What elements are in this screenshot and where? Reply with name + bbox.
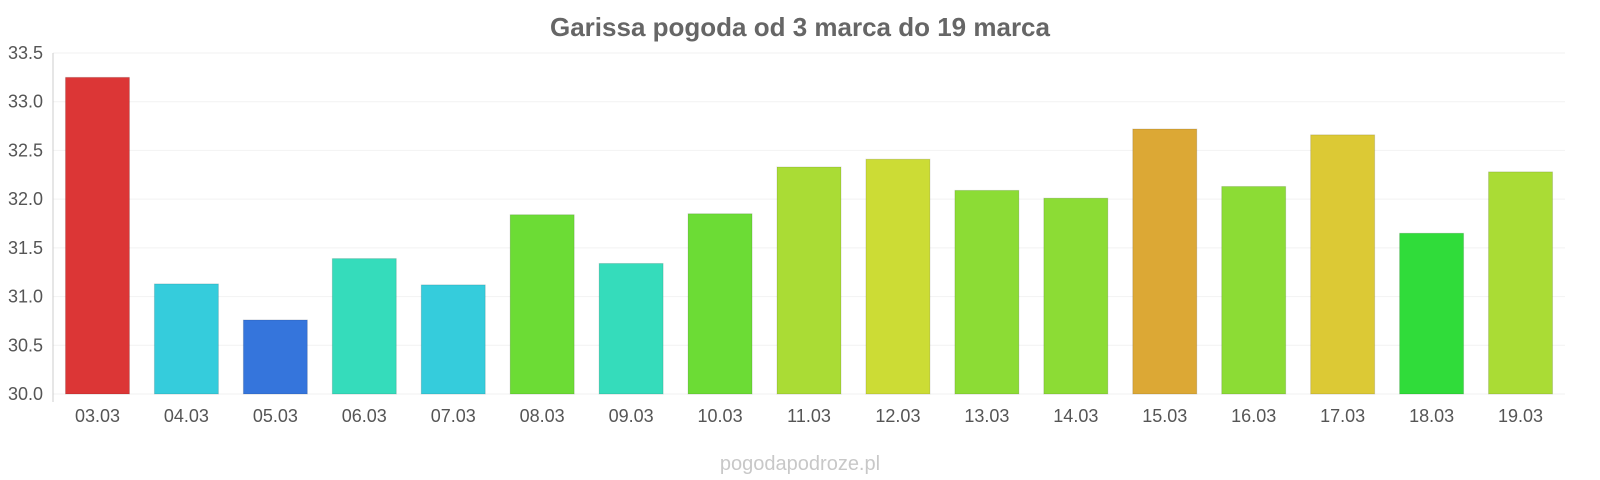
bar-10.03[interactable] [687, 213, 753, 395]
y-tick-label: 31.0 [8, 287, 43, 307]
bar-18.03[interactable] [1399, 232, 1465, 395]
x-tick-label: 14.03 [1053, 406, 1098, 426]
y-tick-label: 31.5 [8, 238, 43, 258]
bar-13.03[interactable] [954, 189, 1020, 395]
bar-05.03[interactable] [242, 319, 308, 395]
y-tick-label: 30.0 [8, 384, 43, 404]
y-tick-label: 30.5 [8, 335, 43, 355]
x-tick-label: 07.03 [431, 406, 476, 426]
bar-07.03[interactable] [420, 284, 486, 395]
x-tick-label: 06.03 [342, 406, 387, 426]
watermark-text: pogodapodroze.pl [720, 453, 880, 475]
bar-15.03[interactable] [1132, 128, 1198, 395]
x-tick-label: 04.03 [164, 406, 209, 426]
x-tick-label: 16.03 [1231, 406, 1276, 426]
x-tick-label: 05.03 [253, 406, 298, 426]
y-tick-label: 33.5 [8, 43, 43, 63]
x-tick-label: 11.03 [787, 406, 831, 426]
y-tick-label: 33.0 [8, 92, 43, 112]
bar-03.03[interactable] [64, 76, 130, 395]
y-tick-label: 32.0 [8, 189, 43, 209]
x-tick-label: 17.03 [1320, 406, 1365, 426]
x-tick-label: 18.03 [1409, 406, 1454, 426]
bar-19.03[interactable] [1488, 171, 1554, 395]
x-tick-label: 12.03 [875, 406, 920, 426]
bar-17.03[interactable] [1310, 134, 1376, 395]
chart-title: Garissa pogoda od 3 marca do 19 marca [550, 12, 1051, 42]
x-tick-label: 19.03 [1498, 406, 1543, 426]
x-tick-label: 09.03 [609, 406, 654, 426]
bar-16.03[interactable] [1221, 185, 1287, 395]
y-tick-labels: 30.0 30.5 31.0 31.5 32.0 32.5 33.0 33.5 [8, 43, 43, 404]
bar-11.03[interactable] [776, 166, 842, 395]
x-tick-label: 08.03 [520, 406, 565, 426]
y-tick-label: 32.5 [8, 140, 43, 160]
bar-09.03[interactable] [598, 262, 664, 395]
bar-14.03[interactable] [1043, 197, 1109, 395]
x-tick-labels: 03.03 04.03 05.03 06.03 07.03 08.03 09.03 10.03… [75, 406, 1543, 426]
bar-04.03[interactable] [153, 283, 219, 395]
x-tick-label: 03.03 [75, 406, 120, 426]
x-tick-label: 10.03 [698, 406, 743, 426]
bars [64, 76, 1554, 395]
x-tick-label: 13.03 [964, 406, 1009, 426]
bar-12.03[interactable] [865, 158, 931, 395]
bar-08.03[interactable] [509, 214, 575, 395]
bar-06.03[interactable] [331, 258, 397, 395]
x-tick-label: 15.03 [1142, 406, 1187, 426]
